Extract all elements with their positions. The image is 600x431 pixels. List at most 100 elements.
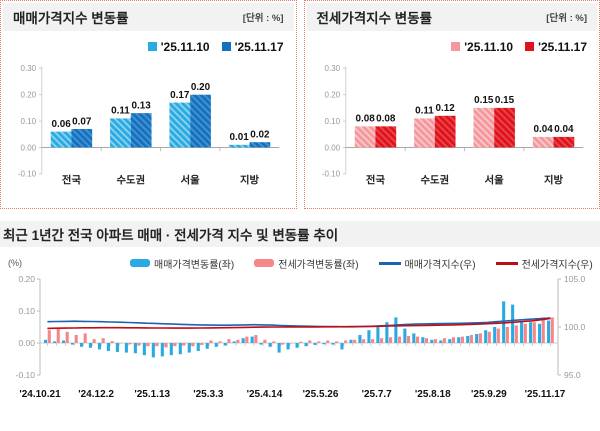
- bar: [101, 338, 105, 343]
- bar: [50, 131, 72, 148]
- bar: [164, 343, 168, 348]
- bar: [421, 337, 425, 343]
- jeonse-panel-unit: [단위 : %]: [546, 13, 587, 25]
- bar: [385, 322, 389, 343]
- bar: [254, 335, 258, 343]
- bar: [249, 142, 271, 148]
- bar: [200, 343, 204, 345]
- axis: 0.20 0.10 0.00 -0.10 105.0 100.0 95.0: [16, 274, 586, 380]
- svg-text:0.10: 0.10: [21, 117, 37, 126]
- bar: [286, 343, 290, 350]
- bar: [430, 339, 434, 343]
- bar: [403, 328, 407, 343]
- svg-text:0.20: 0.20: [191, 82, 211, 93]
- bar: [110, 118, 131, 148]
- bar: [142, 343, 146, 356]
- bar: [79, 343, 84, 347]
- bar: [88, 343, 93, 348]
- svg-text:서울: 서울: [484, 174, 504, 187]
- category-labels: 전국 수도권 서울 지방: [365, 174, 563, 187]
- bar: [74, 335, 78, 343]
- weekly-bars: [44, 301, 554, 358]
- svg-text:0.00: 0.00: [18, 338, 35, 348]
- legend-item-jeonse-prev: '25.11.10: [451, 40, 513, 54]
- svg-text:수도권: 수도권: [117, 175, 146, 187]
- bar: [349, 339, 353, 343]
- svg-text:0.11: 0.11: [111, 106, 130, 117]
- jeonse-bar-chart: 0.300.200.100.00-0.100.080.110.150.040.0…: [321, 64, 583, 187]
- bar: [451, 337, 456, 343]
- svg-text:0.06: 0.06: [51, 119, 71, 130]
- bar: [115, 343, 119, 352]
- svg-text:0.04: 0.04: [533, 124, 553, 135]
- bar: [227, 339, 231, 343]
- svg-text:'25.7.7: '25.7.7: [362, 389, 393, 400]
- bar: [268, 343, 272, 347]
- bar: [371, 339, 375, 343]
- svg-text:0.15: 0.15: [494, 95, 514, 106]
- bar: [70, 343, 75, 345]
- bar: [187, 343, 191, 353]
- bar: [457, 337, 461, 343]
- bar: [151, 343, 155, 358]
- bar: [460, 336, 464, 343]
- svg-text:지방: 지방: [240, 174, 260, 187]
- legend-label-sale-prev: '25.11.10: [160, 39, 210, 54]
- bar: [424, 338, 429, 343]
- bar: [173, 343, 177, 347]
- bar: [263, 339, 267, 343]
- sale-panel-legend: '25.11.10 '25.11.17: [1, 31, 296, 55]
- trend-section-title: 최근 1년간 전국 아파트 매매 · 전세가격 지수 및 변동률 추이: [0, 221, 600, 247]
- legend-swatch-sale-index-icon: [378, 261, 401, 265]
- bar: [434, 116, 456, 148]
- legend-swatch-sale-prev-icon: [147, 42, 157, 52]
- bar: [182, 343, 186, 346]
- svg-text:'25.3.3: '25.3.3: [193, 389, 224, 400]
- legend-label-jeonse-prev: '25.11.10: [464, 39, 514, 54]
- bar: [223, 343, 227, 346]
- bar: [413, 118, 435, 148]
- bar: [541, 317, 545, 343]
- bar: [523, 323, 527, 343]
- bar: [299, 341, 303, 343]
- bar: [493, 108, 515, 148]
- legend-item-sale-prev: '25.11.10: [147, 39, 210, 54]
- svg-text:105.0: 105.0: [564, 274, 586, 284]
- bar: [439, 340, 443, 343]
- category-labels: 전국 수도권 서울 지방: [62, 174, 260, 187]
- jeonse-panel-title: 전세가격지수 변동률: [316, 11, 433, 27]
- bar: [514, 325, 518, 343]
- bar: [313, 343, 317, 345]
- legend-item-sale-change: 매매가격변동률(좌): [130, 256, 234, 271]
- bar: [358, 335, 362, 343]
- bar: [92, 339, 96, 343]
- bar: [433, 339, 438, 343]
- legend-swatch-jeonse-index-icon: [495, 261, 518, 265]
- svg-text:전국: 전국: [365, 174, 385, 187]
- bar: [376, 325, 380, 343]
- bar: [241, 338, 245, 343]
- jeonse-panel-header: 전세가격지수 변동률 [단위 : %]: [306, 3, 597, 32]
- bar: [532, 322, 536, 343]
- bars: [354, 108, 574, 148]
- svg-text:서울: 서울: [181, 174, 201, 187]
- bar: [236, 339, 240, 343]
- bar: [362, 339, 366, 343]
- bar: [484, 330, 488, 343]
- bar: [331, 343, 335, 345]
- bar: [128, 343, 132, 345]
- svg-text:0.30: 0.30: [21, 64, 37, 73]
- sale-panel-title: 매매가격지수 변동률: [13, 11, 129, 27]
- bar: [475, 334, 479, 343]
- bar: [133, 343, 137, 354]
- x-axis-labels: '24.10.21 '24.12.2 '25.1.13 '25.3.3 '25.4.14…: [19, 389, 565, 400]
- legend-item-jeonse-index: 전세가격지수(우): [495, 256, 593, 271]
- bar: [281, 343, 285, 345]
- svg-text:-0.10: -0.10: [18, 170, 37, 179]
- svg-text:0.01: 0.01: [230, 132, 250, 143]
- bar: [110, 341, 114, 343]
- bar: [272, 341, 276, 343]
- legend-swatch-jeonse-curr-icon: [525, 42, 535, 52]
- svg-text:0.00: 0.00: [21, 144, 37, 153]
- bar-value-labels: 0.08 0.11 0.15 0.04 0.08 0.12 0.15 0.04: [355, 95, 574, 135]
